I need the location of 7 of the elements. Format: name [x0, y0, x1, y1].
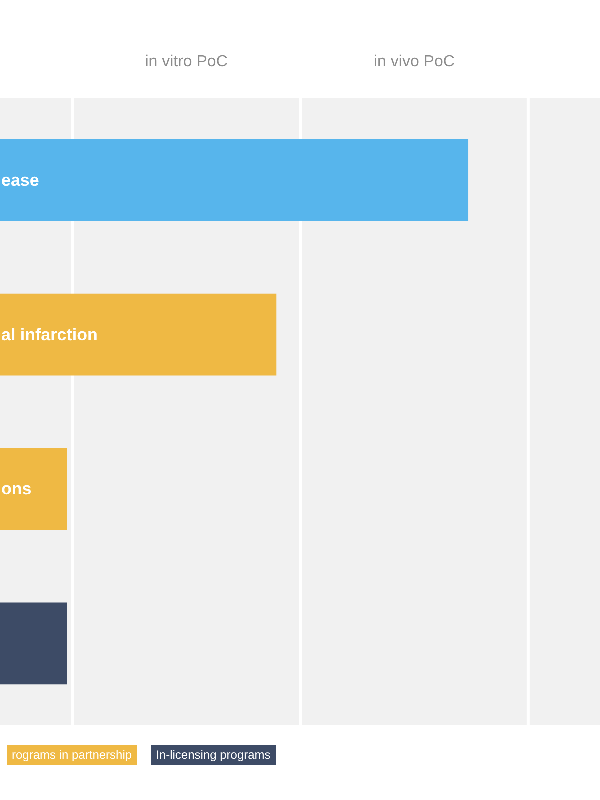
y-tick-label: ons	[2, 480, 32, 499]
text: in vitro PoC	[145, 54, 228, 70]
text: rograms in partnership	[7, 745, 138, 765]
y-tick-label: al infarction	[2, 325, 98, 344]
text: In-licensing programs	[151, 745, 276, 765]
y-tick-label: ease	[2, 170, 40, 190]
text: in vivo PoC	[374, 54, 455, 70]
